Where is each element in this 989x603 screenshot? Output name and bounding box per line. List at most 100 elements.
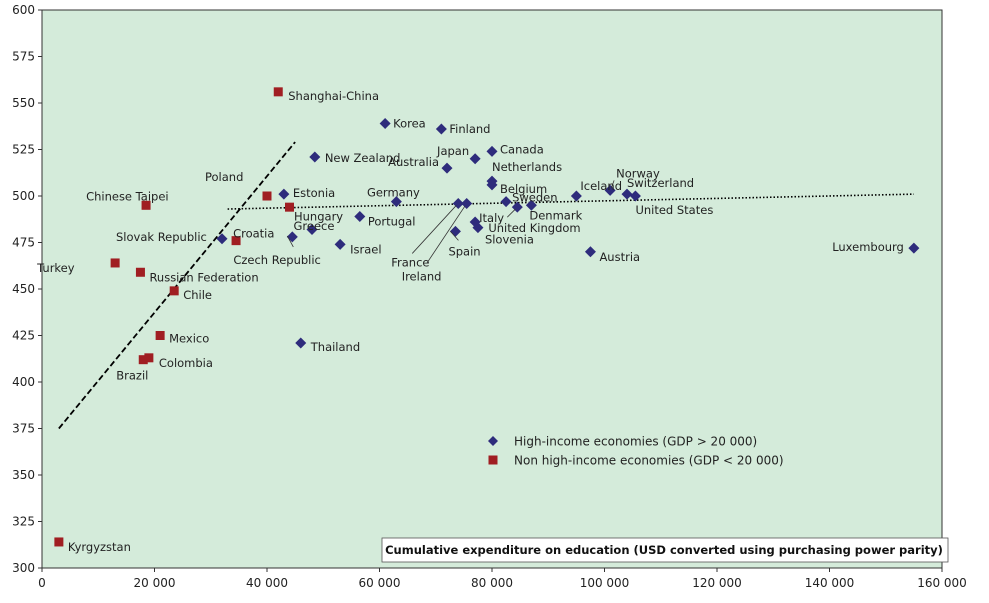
point-sweden <box>500 196 512 208</box>
label-thailand: Thailand <box>310 340 360 354</box>
point-turkey <box>110 258 120 268</box>
label-hungary: Hungary <box>294 209 343 223</box>
leader-line <box>426 206 466 264</box>
point-portugal <box>354 210 366 222</box>
trend-lines <box>58 141 914 430</box>
point-iceland <box>570 190 582 202</box>
label-spain: Spain <box>448 244 480 258</box>
label-luxembourg: Luxembourg <box>832 240 904 254</box>
y-tick-label: 325 <box>12 515 35 529</box>
point-russian-federation <box>135 267 145 277</box>
x-tick-label: 100 000 <box>580 576 630 590</box>
point-ireland <box>461 197 473 209</box>
leader-line <box>507 208 516 218</box>
point-kyrgyzstan <box>54 537 64 547</box>
x-tick-label: 0 <box>38 576 46 590</box>
axes: 300 325 350 375 400 425 450 475 500 525 550 575 600 0… <box>12 3 967 590</box>
point-united-states <box>629 190 641 202</box>
point-greece <box>285 202 294 212</box>
legend-entry: High-income economies (GDP > 20 000) <box>514 435 757 449</box>
x-axis-title: Cumulative expenditure on education (USD… <box>385 543 943 557</box>
point-new-zealand <box>309 151 321 163</box>
legend-box <box>478 424 818 482</box>
x-tick-label: 40 000 <box>246 576 288 590</box>
legend-marker-square <box>488 455 498 465</box>
x-tick-label: 120 000 <box>692 576 742 590</box>
trend-line-dotted <box>227 193 914 210</box>
point-chinese-taipei <box>141 200 151 210</box>
y-tick-label: 500 <box>12 189 35 203</box>
point-brazil <box>138 355 148 365</box>
label-japan: Japan <box>436 144 469 158</box>
x-tick-label: 60 000 <box>359 576 401 590</box>
label-italy: Italy <box>479 211 504 225</box>
point-denmark <box>525 199 537 211</box>
label-united-states: United States <box>635 203 713 217</box>
label-united-kingdom: United Kingdom <box>488 221 580 235</box>
y-tick-label: 475 <box>12 236 35 250</box>
label-turkey: Turkey <box>36 261 75 275</box>
y-tick-label: 300 <box>12 561 35 575</box>
y-tick-label: 600 <box>12 3 35 17</box>
label-australia: Australia <box>388 155 439 169</box>
point-korea <box>379 117 391 129</box>
label-austria: Austria <box>599 250 640 264</box>
point-switzerland <box>621 188 633 200</box>
data-marks <box>54 87 920 547</box>
label-czech-republic: Czech Republic <box>233 253 321 267</box>
point-shanghai-china <box>273 87 283 97</box>
point-australia <box>441 162 453 174</box>
label-netherlands: Netherlands <box>492 160 562 174</box>
label-colombia: Colombia <box>159 356 213 370</box>
label-slovak-republic: Slovak Republic <box>116 230 207 244</box>
label-france: France <box>391 255 429 269</box>
x-tick-label: 160 000 <box>917 576 967 590</box>
label-mexico: Mexico <box>169 332 209 346</box>
point-croatia <box>231 236 241 246</box>
label-ireland: Ireland <box>402 269 442 283</box>
label-iceland: Iceland <box>580 179 622 193</box>
label-germany: Germany <box>367 186 420 200</box>
point-japan <box>469 153 481 165</box>
label-belgium: Belgium <box>500 182 547 196</box>
point-mexico <box>155 331 165 340</box>
label-brazil: Brazil <box>116 369 148 383</box>
label-russian-federation: Russian Federation <box>149 270 258 284</box>
label-portugal: Portugal <box>368 214 416 228</box>
label-estonia: Estonia <box>293 186 335 200</box>
point-austria <box>584 246 596 258</box>
y-tick-label: 375 <box>12 422 35 436</box>
legend-entry: Non high-income economies (GDP < 20 000) <box>514 454 784 468</box>
legend-marker-diamond <box>488 436 498 446</box>
label-denmark: Denmark <box>529 208 582 222</box>
point-labels: Korea Finland Canada Japan New ZealandAustra… <box>36 89 904 554</box>
label-new-zealand: New Zealand <box>325 151 401 165</box>
y-tick-label: 400 <box>12 375 35 389</box>
point-canada <box>486 145 498 157</box>
point-hungary <box>306 223 318 235</box>
x-tick-label: 80 000 <box>471 576 513 590</box>
point-israel <box>334 238 346 250</box>
label-sweden: Sweden <box>512 191 557 205</box>
y-tick-label: 575 <box>12 50 35 64</box>
label-greece: Greece <box>294 219 335 233</box>
label-croatia: Croatia <box>233 227 274 241</box>
point-estonia <box>278 188 290 200</box>
y-tick-label: 425 <box>12 329 35 343</box>
x-tick-label: 20 000 <box>134 576 176 590</box>
trend-line-dashed <box>58 141 296 430</box>
point-thailand <box>295 337 307 349</box>
legend: High-income economies (GDP > 20 000) Non … <box>478 424 818 482</box>
point-belgium <box>486 179 498 191</box>
leader-line <box>610 180 615 189</box>
point-norway <box>604 184 616 196</box>
label-norway: Norway <box>616 166 660 180</box>
point-colombia <box>144 353 154 363</box>
point-slovak-republic <box>216 233 228 245</box>
point-slovenia <box>472 222 484 234</box>
point-chile <box>169 286 179 296</box>
label-korea: Korea <box>393 116 426 130</box>
x-axis-title-box: Cumulative expenditure on education (USD… <box>381 537 949 563</box>
leader-line <box>450 231 459 241</box>
